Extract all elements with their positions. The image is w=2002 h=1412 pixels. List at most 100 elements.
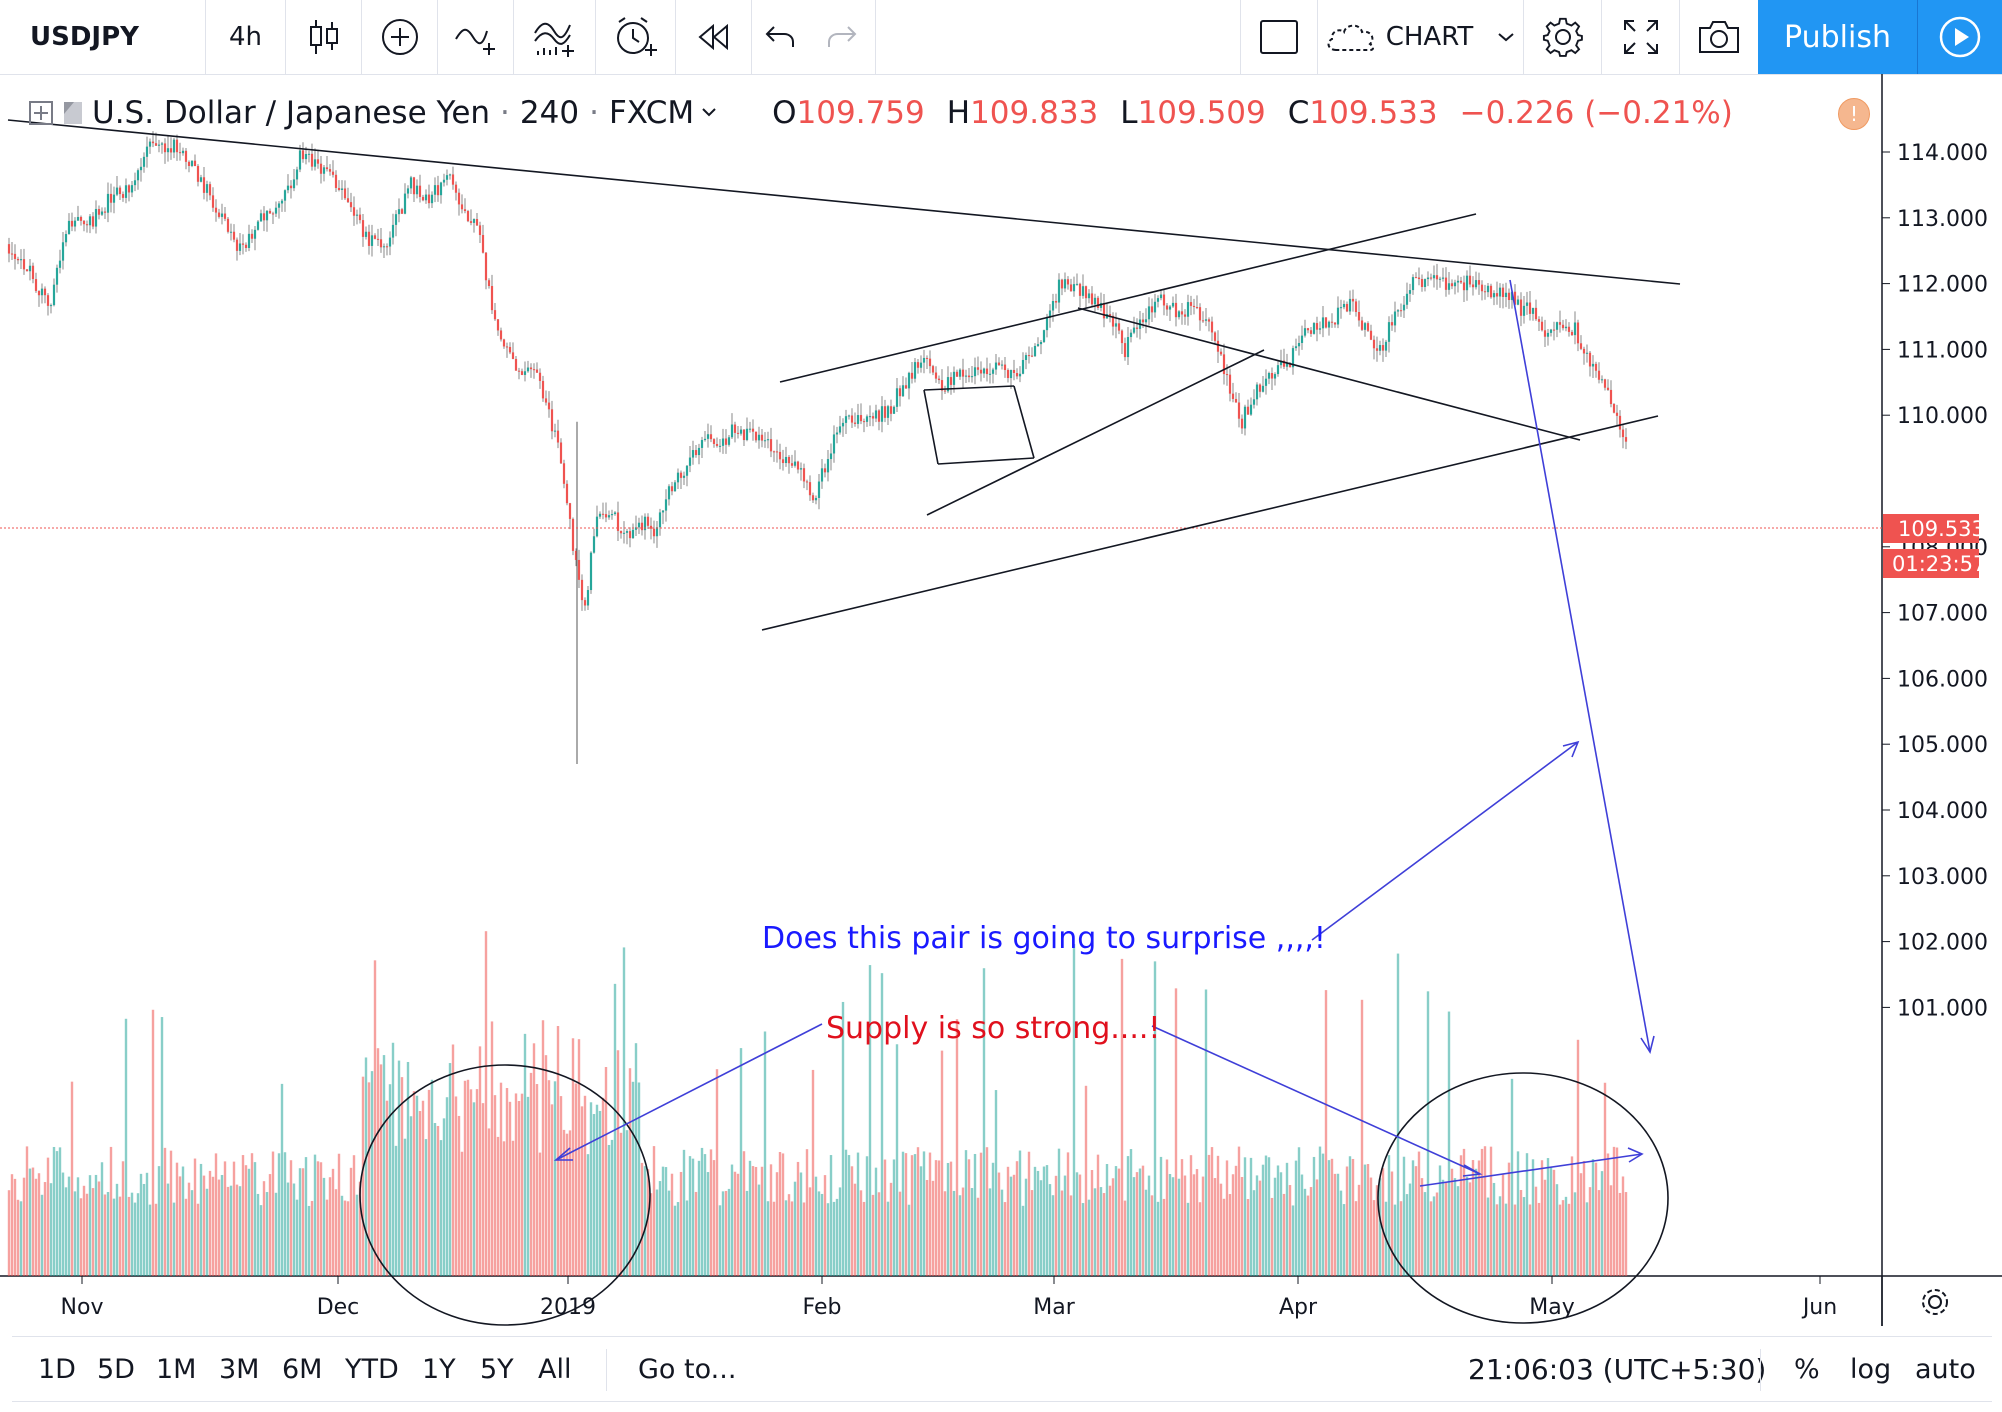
auto-toggle[interactable]: auto [1915, 1353, 1976, 1385]
volume-bar [376, 1048, 380, 1276]
volume-bar [202, 1175, 206, 1276]
expand-legend-icon[interactable] [28, 100, 54, 126]
volume-bar [595, 1104, 599, 1276]
candle-body [502, 339, 506, 347]
candle-body [115, 187, 119, 195]
candle-body [424, 194, 428, 201]
range-1m-button[interactable]: 1M [156, 1353, 197, 1385]
symbol-search-button[interactable]: USDJPY [0, 0, 206, 74]
candle-body [1297, 342, 1301, 347]
fullscreen-button[interactable] [1602, 0, 1680, 74]
volume-bar [1078, 1174, 1082, 1276]
volume-bar [1144, 1189, 1148, 1276]
redo-button[interactable] [808, 0, 876, 74]
log-toggle[interactable]: log [1850, 1353, 1892, 1385]
volume-bar [895, 1044, 899, 1276]
range-3m-button[interactable]: 3M [219, 1353, 260, 1385]
volume-bar [1528, 1204, 1532, 1276]
range-1y-button[interactable]: 1Y [422, 1353, 456, 1385]
volume-bar [730, 1164, 734, 1276]
volume-bar [805, 1149, 809, 1276]
volume-bar [277, 1153, 281, 1276]
interval-button[interactable]: 4h [206, 0, 286, 74]
compare-button[interactable] [362, 0, 438, 74]
volume-bar [154, 1203, 158, 1276]
candle-body [1141, 319, 1145, 323]
indicators-icon [454, 28, 495, 55]
candle-body [1087, 293, 1091, 299]
range-6m-button[interactable]: 6M [282, 1353, 323, 1385]
percent-toggle[interactable]: % [1794, 1353, 1820, 1385]
candle-body [667, 486, 671, 500]
candle-body [217, 212, 221, 217]
publish-button[interactable]: Publish [1758, 0, 1918, 74]
financials-button[interactable] [514, 0, 596, 74]
annotation-supply-text[interactable]: Supply is so strong....! [826, 1011, 1160, 1046]
volume-bar [304, 1157, 308, 1276]
goto-button[interactable]: Go to... [638, 1353, 737, 1385]
volume-bar [1285, 1162, 1289, 1276]
candle-body [223, 213, 227, 219]
volume-bar [586, 1154, 590, 1276]
warning-icon[interactable]: ! [1838, 98, 1870, 130]
annotation-surprise-text[interactable]: Does this pair is going to surprise ,,,,… [762, 921, 1326, 956]
flag-icon[interactable] [60, 100, 86, 126]
trendline-upper-channel [779, 213, 1477, 383]
candle-body [7, 244, 11, 254]
candle-body [583, 600, 587, 606]
play-icon [1939, 16, 1981, 58]
range-5y-button[interactable]: 5Y [480, 1353, 514, 1385]
layout-button[interactable] [1240, 0, 1318, 74]
range-ytd-button[interactable]: YTD [345, 1353, 399, 1385]
candle-body [1429, 277, 1433, 279]
candle-body [448, 174, 452, 176]
snapshot-button[interactable] [1680, 0, 1758, 74]
interval-label: 4h [228, 22, 263, 52]
volume-bar [247, 1168, 251, 1276]
candle-body [1603, 379, 1607, 388]
volume-bar [844, 1149, 848, 1276]
volume-bar [121, 1161, 125, 1276]
candle-body [733, 424, 737, 433]
candle-body [1243, 406, 1247, 429]
range-1d-button[interactable]: 1D [38, 1353, 76, 1385]
volume-bar [1207, 1154, 1211, 1276]
volume-bar [1444, 1182, 1448, 1276]
alert-button[interactable] [596, 0, 676, 74]
time-axis[interactable]: Nov Dec 2019 Feb Mar Apr May Jun [61, 1276, 1838, 1320]
time-label: Feb [803, 1295, 842, 1320]
volume-bar [544, 1055, 548, 1276]
chart-settings-icon[interactable] [1922, 1289, 1948, 1315]
range-5d-button[interactable]: 5D [97, 1353, 135, 1385]
price-axis[interactable]: 114.000113.000112.000111.000110.000108.0… [1882, 141, 1988, 1021]
play-button[interactable] [1918, 0, 2002, 74]
range-all-button[interactable]: All [538, 1353, 572, 1385]
candle-body [793, 461, 797, 466]
volume-bar [1516, 1151, 1520, 1276]
volume-bar [664, 1167, 668, 1276]
candle-body [226, 218, 230, 232]
candle-body [1387, 322, 1391, 342]
volume-bar [64, 1187, 68, 1276]
volume-bar [928, 1152, 932, 1276]
arrow-left-head [553, 1147, 573, 1161]
volume-bar [16, 1199, 20, 1276]
settings-button[interactable] [1524, 0, 1602, 74]
volume-bar [880, 973, 884, 1276]
replay-button[interactable] [676, 0, 752, 74]
indicators-button[interactable] [438, 0, 514, 74]
volume-bar [1261, 1164, 1265, 1276]
legend-chevron-icon[interactable] [700, 106, 718, 120]
volume-bar [49, 1183, 53, 1276]
candle-body [859, 415, 863, 422]
save-chart-button[interactable]: CHART [1318, 0, 1524, 74]
undo-button[interactable] [752, 0, 808, 74]
candle-body [10, 253, 14, 255]
chart-type-button[interactable] [286, 0, 362, 74]
timezone-clock[interactable]: 21:06:03 (UTC+5:30) [1468, 1352, 1767, 1386]
price-chart[interactable]: Does this pair is going to surprise ,,,,… [0, 74, 2002, 1326]
candle-body [661, 510, 665, 513]
legend-instrument-name[interactable]: U.S. Dollar / Japanese Yen [92, 95, 491, 131]
candle-body [1177, 311, 1181, 318]
volume-bar [886, 1201, 890, 1276]
